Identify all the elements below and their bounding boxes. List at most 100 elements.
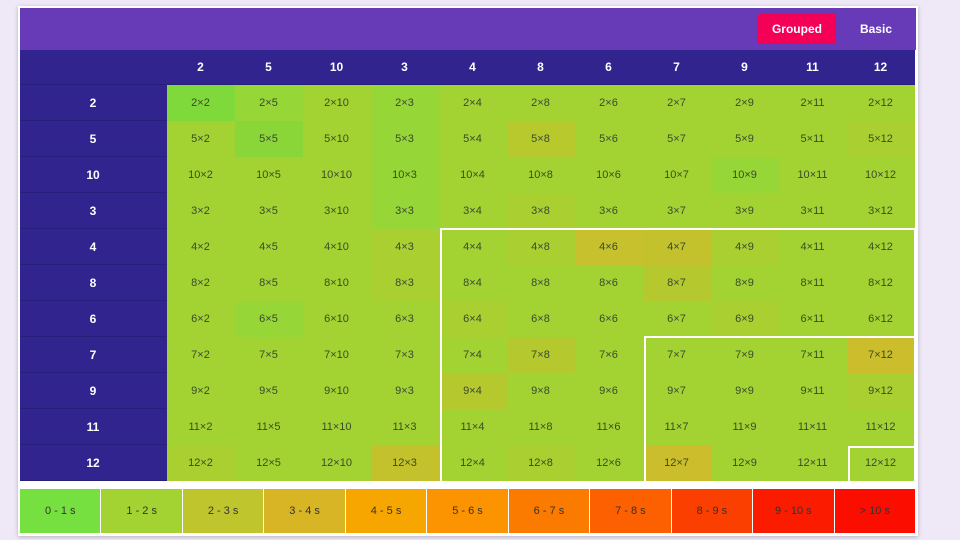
product-cell[interactable]: 4 × 7	[643, 229, 711, 265]
product-cell[interactable]: 4 × 8	[507, 229, 575, 265]
product-cell[interactable]: 8 × 5	[235, 265, 303, 301]
product-cell[interactable]: 5 × 4	[439, 121, 507, 157]
product-cell[interactable]: 6 × 3	[371, 301, 439, 337]
product-cell[interactable]: 6 × 9	[711, 301, 779, 337]
product-cell[interactable]: 5 × 3	[371, 121, 439, 157]
product-cell[interactable]: 7 × 10	[303, 337, 371, 373]
product-cell[interactable]: 7 × 11	[779, 337, 847, 373]
product-cell[interactable]: 5 × 12	[847, 121, 915, 157]
product-cell[interactable]: 5 × 2	[167, 121, 235, 157]
product-cell[interactable]: 6 × 4	[439, 301, 507, 337]
product-cell[interactable]: 9 × 4	[439, 373, 507, 409]
product-cell[interactable]: 2 × 6	[575, 85, 643, 121]
product-cell[interactable]: 6 × 7	[643, 301, 711, 337]
product-cell[interactable]: 8 × 11	[779, 265, 847, 301]
product-cell[interactable]: 10 × 7	[643, 157, 711, 193]
product-cell[interactable]: 12 × 8	[507, 445, 575, 481]
product-cell[interactable]: 5 × 6	[575, 121, 643, 157]
product-cell[interactable]: 10 × 12	[847, 157, 915, 193]
product-cell[interactable]: 9 × 7	[643, 373, 711, 409]
product-cell[interactable]: 3 × 3	[371, 193, 439, 229]
product-cell[interactable]: 9 × 9	[711, 373, 779, 409]
product-cell[interactable]: 11 × 11	[779, 409, 847, 445]
product-cell[interactable]: 2 × 4	[439, 85, 507, 121]
product-cell[interactable]: 10 × 10	[303, 157, 371, 193]
product-cell[interactable]: 5 × 7	[643, 121, 711, 157]
product-cell[interactable]: 12 × 11	[779, 445, 847, 481]
product-cell[interactable]: 4 × 10	[303, 229, 371, 265]
product-cell[interactable]: 8 × 9	[711, 265, 779, 301]
product-cell[interactable]: 3 × 8	[507, 193, 575, 229]
product-cell[interactable]: 9 × 5	[235, 373, 303, 409]
product-cell[interactable]: 10 × 3	[371, 157, 439, 193]
product-cell[interactable]: 5 × 11	[779, 121, 847, 157]
product-cell[interactable]: 8 × 10	[303, 265, 371, 301]
product-cell[interactable]: 7 × 5	[235, 337, 303, 373]
product-cell[interactable]: 9 × 10	[303, 373, 371, 409]
product-cell[interactable]: 5 × 8	[507, 121, 575, 157]
product-cell[interactable]: 3 × 4	[439, 193, 507, 229]
product-cell[interactable]: 12 × 3	[371, 445, 439, 481]
product-cell[interactable]: 6 × 2	[167, 301, 235, 337]
product-cell[interactable]: 7 × 4	[439, 337, 507, 373]
product-cell[interactable]: 11 × 8	[507, 409, 575, 445]
product-cell[interactable]: 4 × 12	[847, 229, 915, 265]
product-cell[interactable]: 4 × 2	[167, 229, 235, 265]
product-cell[interactable]: 12 × 7	[643, 445, 711, 481]
product-cell[interactable]: 2 × 12	[847, 85, 915, 121]
product-cell[interactable]: 12 × 5	[235, 445, 303, 481]
product-cell[interactable]: 7 × 9	[711, 337, 779, 373]
product-cell[interactable]: 12 × 9	[711, 445, 779, 481]
product-cell[interactable]: 8 × 8	[507, 265, 575, 301]
product-cell[interactable]: 9 × 2	[167, 373, 235, 409]
product-cell[interactable]: 4 × 11	[779, 229, 847, 265]
product-cell[interactable]: 9 × 11	[779, 373, 847, 409]
product-cell[interactable]: 2 × 8	[507, 85, 575, 121]
product-cell[interactable]: 11 × 12	[847, 409, 915, 445]
product-cell[interactable]: 11 × 5	[235, 409, 303, 445]
product-cell[interactable]: 2 × 5	[235, 85, 303, 121]
product-cell[interactable]: 11 × 2	[167, 409, 235, 445]
product-cell[interactable]: 11 × 10	[303, 409, 371, 445]
product-cell[interactable]: 12 × 6	[575, 445, 643, 481]
product-cell[interactable]: 4 × 9	[711, 229, 779, 265]
product-cell[interactable]: 2 × 10	[303, 85, 371, 121]
product-cell[interactable]: 7 × 2	[167, 337, 235, 373]
product-cell[interactable]: 11 × 6	[575, 409, 643, 445]
product-cell[interactable]: 6 × 10	[303, 301, 371, 337]
product-cell[interactable]: 2 × 9	[711, 85, 779, 121]
product-cell[interactable]: 10 × 9	[711, 157, 779, 193]
product-cell[interactable]: 10 × 8	[507, 157, 575, 193]
product-cell[interactable]: 6 × 12	[847, 301, 915, 337]
product-cell[interactable]: 4 × 3	[371, 229, 439, 265]
product-cell[interactable]: 8 × 7	[643, 265, 711, 301]
product-cell[interactable]: 8 × 2	[167, 265, 235, 301]
product-cell[interactable]: 6 × 8	[507, 301, 575, 337]
product-cell[interactable]: 3 × 5	[235, 193, 303, 229]
product-cell[interactable]: 7 × 8	[507, 337, 575, 373]
product-cell[interactable]: 11 × 3	[371, 409, 439, 445]
product-cell[interactable]: 11 × 4	[439, 409, 507, 445]
product-cell[interactable]: 6 × 5	[235, 301, 303, 337]
product-cell[interactable]: 3 × 7	[643, 193, 711, 229]
product-cell[interactable]: 4 × 6	[575, 229, 643, 265]
product-cell[interactable]: 4 × 4	[439, 229, 507, 265]
product-cell[interactable]: 7 × 7	[643, 337, 711, 373]
product-cell[interactable]: 10 × 6	[575, 157, 643, 193]
product-cell[interactable]: 3 × 11	[779, 193, 847, 229]
product-cell[interactable]: 12 × 12	[847, 445, 915, 481]
product-cell[interactable]: 9 × 3	[371, 373, 439, 409]
product-cell[interactable]: 2 × 7	[643, 85, 711, 121]
product-cell[interactable]: 3 × 2	[167, 193, 235, 229]
product-cell[interactable]: 7 × 12	[847, 337, 915, 373]
product-cell[interactable]: 5 × 5	[235, 121, 303, 157]
product-cell[interactable]: 6 × 11	[779, 301, 847, 337]
product-cell[interactable]: 3 × 9	[711, 193, 779, 229]
product-cell[interactable]: 2 × 11	[779, 85, 847, 121]
product-cell[interactable]: 9 × 8	[507, 373, 575, 409]
product-cell[interactable]: 8 × 4	[439, 265, 507, 301]
product-cell[interactable]: 8 × 12	[847, 265, 915, 301]
product-cell[interactable]: 5 × 10	[303, 121, 371, 157]
product-cell[interactable]: 3 × 6	[575, 193, 643, 229]
product-cell[interactable]: 7 × 3	[371, 337, 439, 373]
